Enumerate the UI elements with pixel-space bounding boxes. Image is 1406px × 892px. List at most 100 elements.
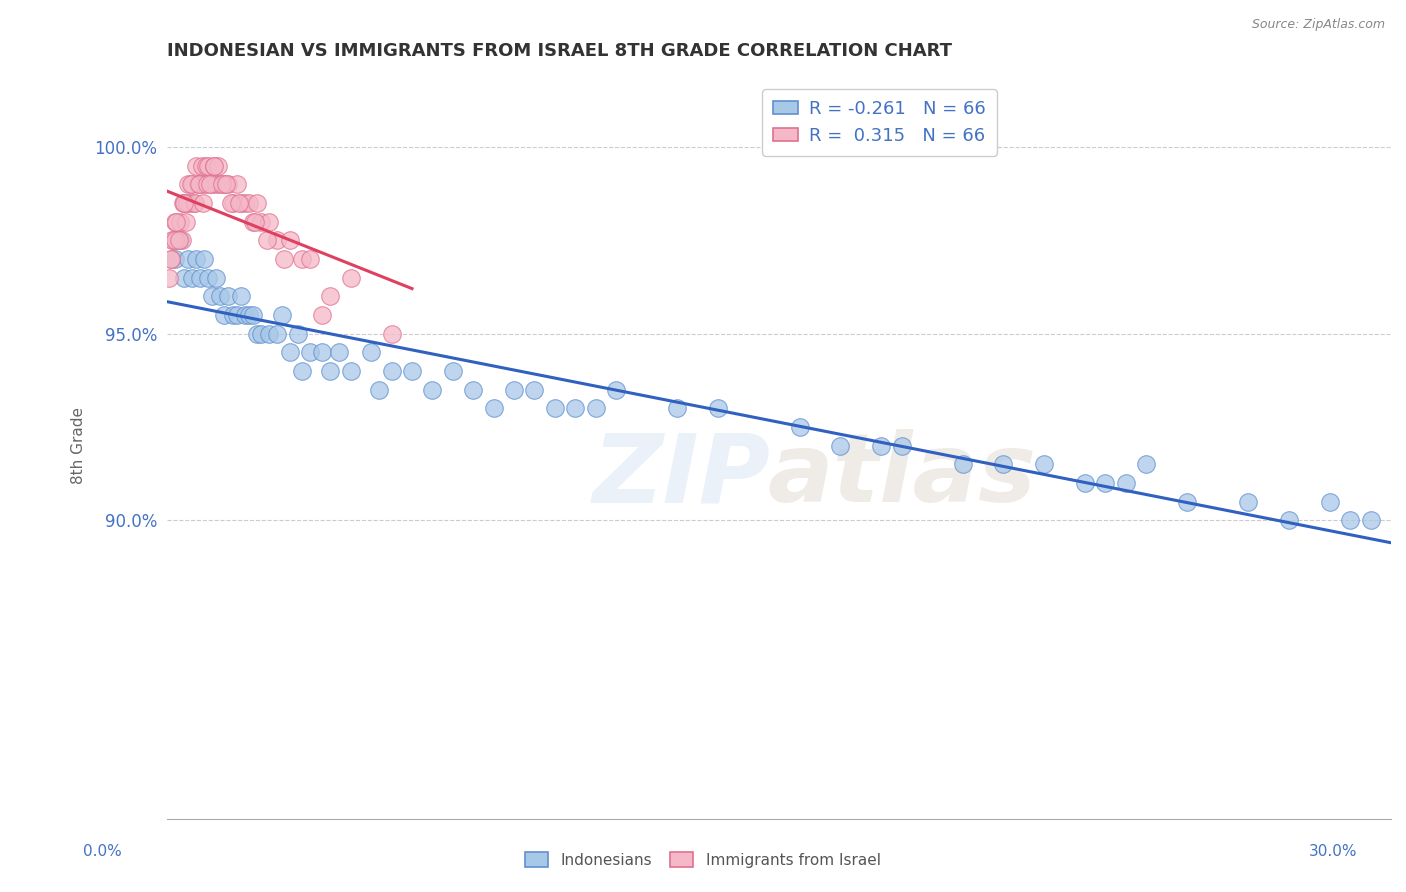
Point <box>205 178 228 192</box>
Point <box>605 383 627 397</box>
Point <box>225 308 247 322</box>
Point <box>238 308 260 322</box>
Point <box>160 234 183 248</box>
Point <box>195 159 218 173</box>
Point <box>340 364 363 378</box>
Point <box>503 383 526 397</box>
Point <box>707 401 730 416</box>
Point <box>1115 476 1137 491</box>
Point <box>209 178 232 192</box>
Point <box>666 401 689 416</box>
Point <box>246 326 269 341</box>
Point <box>256 234 278 248</box>
Legend: R = -0.261   N = 66, R =  0.315   N = 66: R = -0.261 N = 66, R = 0.315 N = 66 <box>762 89 997 155</box>
Point <box>218 178 240 192</box>
Point <box>169 215 191 229</box>
Point <box>259 215 281 229</box>
Text: 30.0%: 30.0% <box>1309 845 1357 859</box>
Point <box>180 178 202 192</box>
Point <box>179 196 201 211</box>
Point <box>246 196 269 211</box>
Point <box>890 439 912 453</box>
Point <box>1278 513 1301 527</box>
Point <box>278 234 301 248</box>
Point <box>273 252 295 266</box>
Point <box>1319 494 1341 508</box>
Text: atlas: atlas <box>768 429 1036 522</box>
Point <box>564 401 586 416</box>
Y-axis label: 8th Grade: 8th Grade <box>72 408 86 484</box>
Point <box>184 159 207 173</box>
Point <box>993 458 1015 472</box>
Point <box>209 289 232 303</box>
Point <box>221 196 243 211</box>
Point <box>198 178 221 192</box>
Point <box>163 234 186 248</box>
Point <box>238 196 260 211</box>
Point <box>165 215 187 229</box>
Point <box>197 270 219 285</box>
Point <box>299 252 322 266</box>
Point <box>523 383 546 397</box>
Point <box>1360 513 1382 527</box>
Point <box>278 345 301 359</box>
Point <box>176 178 198 192</box>
Point <box>218 289 240 303</box>
Point <box>328 345 350 359</box>
Point <box>188 178 211 192</box>
Point <box>165 215 187 229</box>
Point <box>197 159 219 173</box>
Point <box>360 345 382 359</box>
Point <box>789 420 811 434</box>
Point <box>225 178 247 192</box>
Point <box>180 270 202 285</box>
Point <box>952 458 974 472</box>
Point <box>311 308 333 322</box>
Point <box>176 252 198 266</box>
Point <box>193 178 215 192</box>
Point <box>165 252 187 266</box>
Point <box>173 196 195 211</box>
Point <box>183 196 205 211</box>
Point <box>299 345 322 359</box>
Point <box>311 345 333 359</box>
Point <box>201 178 224 192</box>
Point <box>266 234 288 248</box>
Point <box>544 401 567 416</box>
Legend: Indonesians, Immigrants from Israel: Indonesians, Immigrants from Israel <box>519 846 887 873</box>
Text: INDONESIAN VS IMMIGRANTS FROM ISRAEL 8TH GRADE CORRELATION CHART: INDONESIAN VS IMMIGRANTS FROM ISRAEL 8TH… <box>167 42 952 60</box>
Text: Source: ZipAtlas.com: Source: ZipAtlas.com <box>1251 19 1385 31</box>
Point <box>1175 494 1198 508</box>
Point <box>157 270 180 285</box>
Point <box>1237 494 1260 508</box>
Point <box>870 439 893 453</box>
Point <box>463 383 485 397</box>
Point <box>291 364 314 378</box>
Point <box>381 364 404 378</box>
Point <box>201 289 224 303</box>
Point <box>233 308 256 322</box>
Point <box>242 215 264 229</box>
Point <box>250 215 273 229</box>
Point <box>422 383 444 397</box>
Point <box>242 308 264 322</box>
Point <box>188 178 211 192</box>
Point <box>160 252 183 266</box>
Point <box>184 196 207 211</box>
Point <box>173 270 195 285</box>
Point <box>184 252 207 266</box>
Point <box>340 270 363 285</box>
Point <box>1339 513 1361 527</box>
Point <box>287 326 309 341</box>
Point <box>441 364 464 378</box>
Point <box>174 215 197 229</box>
Point <box>319 364 342 378</box>
Point <box>1094 476 1116 491</box>
Point <box>170 234 193 248</box>
Point <box>167 234 190 248</box>
Point <box>1033 458 1056 472</box>
Point <box>191 159 214 173</box>
Point <box>176 196 198 211</box>
Point <box>162 234 184 248</box>
Point <box>193 196 215 211</box>
